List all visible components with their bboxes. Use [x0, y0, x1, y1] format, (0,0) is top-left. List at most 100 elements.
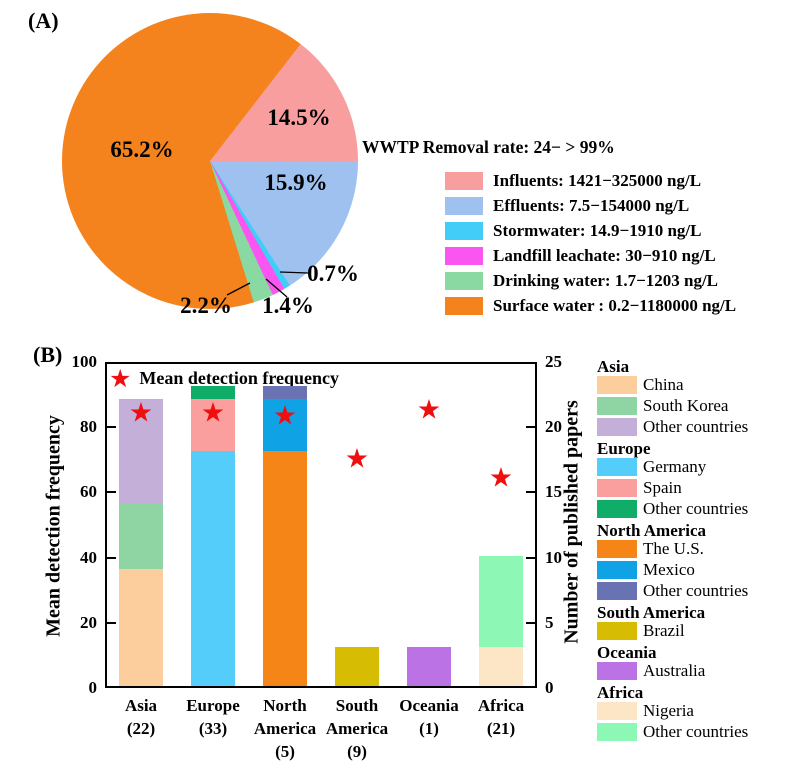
right-tick-mark — [526, 426, 535, 429]
panel-a-label: (A) — [28, 8, 59, 33]
legend-swatch — [597, 479, 637, 497]
bar-legend-label: Nigeria — [643, 701, 694, 720]
legend-group-europe: Europe Germany Spain Other countries — [597, 439, 787, 518]
bar-legend-label: Other countries — [643, 581, 749, 600]
legend-swatch — [597, 561, 637, 579]
bar-segment — [119, 568, 163, 686]
legend-swatch — [445, 272, 483, 290]
pie-legend-item: Effluents: 7.5−154000 ng/L — [445, 196, 736, 215]
pie-slice-label: 0.7% — [307, 261, 359, 286]
bar-legend-label: Australia — [643, 661, 706, 680]
right-tick-label: 5 — [545, 612, 554, 632]
left-tick-mark — [107, 621, 116, 624]
bar-legend-label: Mexico — [643, 560, 695, 579]
pie-chart — [62, 13, 358, 309]
pie-slice-label: 14.5% — [267, 105, 331, 130]
left-tick-label: 40 — [80, 547, 97, 567]
bar-legend-item: Brazil — [597, 622, 787, 640]
bar-legend-item: Nigeria — [597, 702, 787, 720]
bar-legend-item: Other countries — [597, 500, 787, 518]
legend-swatch — [597, 662, 637, 680]
pie-legend-label: Surface water : 0.2−1180000 ng/L — [493, 296, 737, 315]
x-category-label: South America (9) — [325, 696, 389, 761]
x-category-label: North America (5) — [253, 696, 317, 761]
left-tick-label: 100 — [71, 352, 98, 371]
right-tick-label: 15 — [545, 482, 562, 502]
bar-legend-item: The U.S. — [597, 540, 787, 558]
pie-legend: Influents: 1421−325000 ng/L Effluents: 7.… — [445, 171, 737, 322]
legend-group-title: Europe — [597, 439, 651, 458]
bar-legend-item: Australia — [597, 662, 787, 680]
bar-plot-area — [105, 362, 537, 688]
legend-group-title: South America — [597, 603, 706, 622]
legend-group-oceania: Oceania Australia — [597, 643, 787, 680]
marker-legend: ★ Mean detection frequency — [109, 366, 339, 391]
bar-legend: Asia China South Korea Other countries Europ… — [597, 357, 787, 744]
legend-group-asia: Asia China South Korea Other countries — [597, 357, 787, 436]
bar-legend-item: Spain — [597, 479, 787, 497]
legend-swatch — [597, 723, 637, 741]
pie-slice-label: 65.2% — [110, 137, 174, 162]
left-tick-label: 0 — [88, 678, 98, 697]
legend-swatch — [597, 622, 637, 640]
bar-legend-label: Other countries — [643, 417, 749, 436]
star-icon: ★ — [109, 364, 132, 393]
legend-swatch — [597, 540, 637, 558]
bar-segment — [263, 386, 307, 400]
bar-segment — [263, 451, 307, 686]
legend-swatch — [597, 376, 637, 394]
pie-legend-item: Influents: 1421−325000 ng/L — [445, 171, 736, 190]
x-category-label: Oceania (1) — [399, 696, 459, 738]
bar-legend-item: Other countries — [597, 723, 787, 741]
left-tick-mark — [107, 491, 116, 494]
pie-legend-item: Landfill leachate: 30−910 ng/L — [445, 246, 736, 265]
mean-frequency-star: ★ — [488, 462, 514, 494]
pie-slice-label: 1.4% — [262, 293, 314, 318]
bar-legend-label: The U.S. — [643, 539, 704, 558]
bar-legend-label: Other countries — [643, 499, 749, 518]
legend-swatch — [445, 197, 483, 215]
bar-legend-label: Germany — [643, 457, 707, 476]
bar-legend-label: Other countries — [643, 722, 749, 741]
bar-legend-item: South Korea — [597, 397, 787, 415]
right-tick-mark — [526, 491, 535, 494]
pie-legend-item: Surface water : 0.2−1180000 ng/L — [445, 296, 737, 315]
legend-group-south-america: South America Brazil — [597, 603, 787, 640]
bar-segment — [119, 399, 163, 504]
right-tick-label: 10 — [545, 547, 562, 567]
legend-swatch — [597, 418, 637, 436]
left-tick-label: 60 — [80, 482, 97, 502]
pie-legend-label: Effluents: 7.5−154000 ng/L — [493, 196, 690, 215]
legend-swatch — [597, 582, 637, 600]
panel-b-label: (B) — [33, 342, 63, 367]
left-tick-label: 20 — [80, 612, 97, 632]
bar-segment — [407, 646, 451, 686]
bar-legend-item: Other countries — [597, 418, 787, 436]
x-category-label: Europe (33) — [186, 696, 240, 738]
right-tick-mark — [526, 621, 535, 624]
pie-slice-label: 15.9% — [264, 170, 328, 195]
pie-legend-item: Stormwater: 14.9−1910 ng/L — [445, 221, 736, 240]
legend-swatch — [445, 172, 483, 190]
left-tick-mark — [107, 426, 116, 429]
pie-legend-label: Stormwater: 14.9−1910 ng/L — [493, 221, 702, 240]
legend-swatch — [597, 458, 637, 476]
legend-group-title: North America — [597, 521, 707, 540]
legend-swatch — [597, 500, 637, 518]
bar-legend-label: China — [643, 375, 684, 394]
legend-swatch — [597, 702, 637, 720]
bar-legend-label: South Korea — [643, 396, 729, 415]
wwtp-removal-note: WWTP Removal rate: 24− > 99% — [362, 137, 615, 157]
mean-frequency-star: ★ — [128, 397, 154, 429]
bar-legend-item: Other countries — [597, 582, 787, 600]
legend-swatch — [445, 297, 483, 315]
legend-group-title: Oceania — [597, 643, 657, 662]
mean-frequency-star: ★ — [344, 443, 370, 475]
bar-segment — [335, 646, 379, 686]
right-tick-label: 25 — [545, 352, 562, 371]
mean-frequency-star: ★ — [200, 397, 226, 429]
legend-swatch — [445, 247, 483, 265]
left-tick-mark — [107, 556, 116, 559]
legend-group-north-america: North America The U.S. Mexico Other countri… — [597, 521, 787, 600]
